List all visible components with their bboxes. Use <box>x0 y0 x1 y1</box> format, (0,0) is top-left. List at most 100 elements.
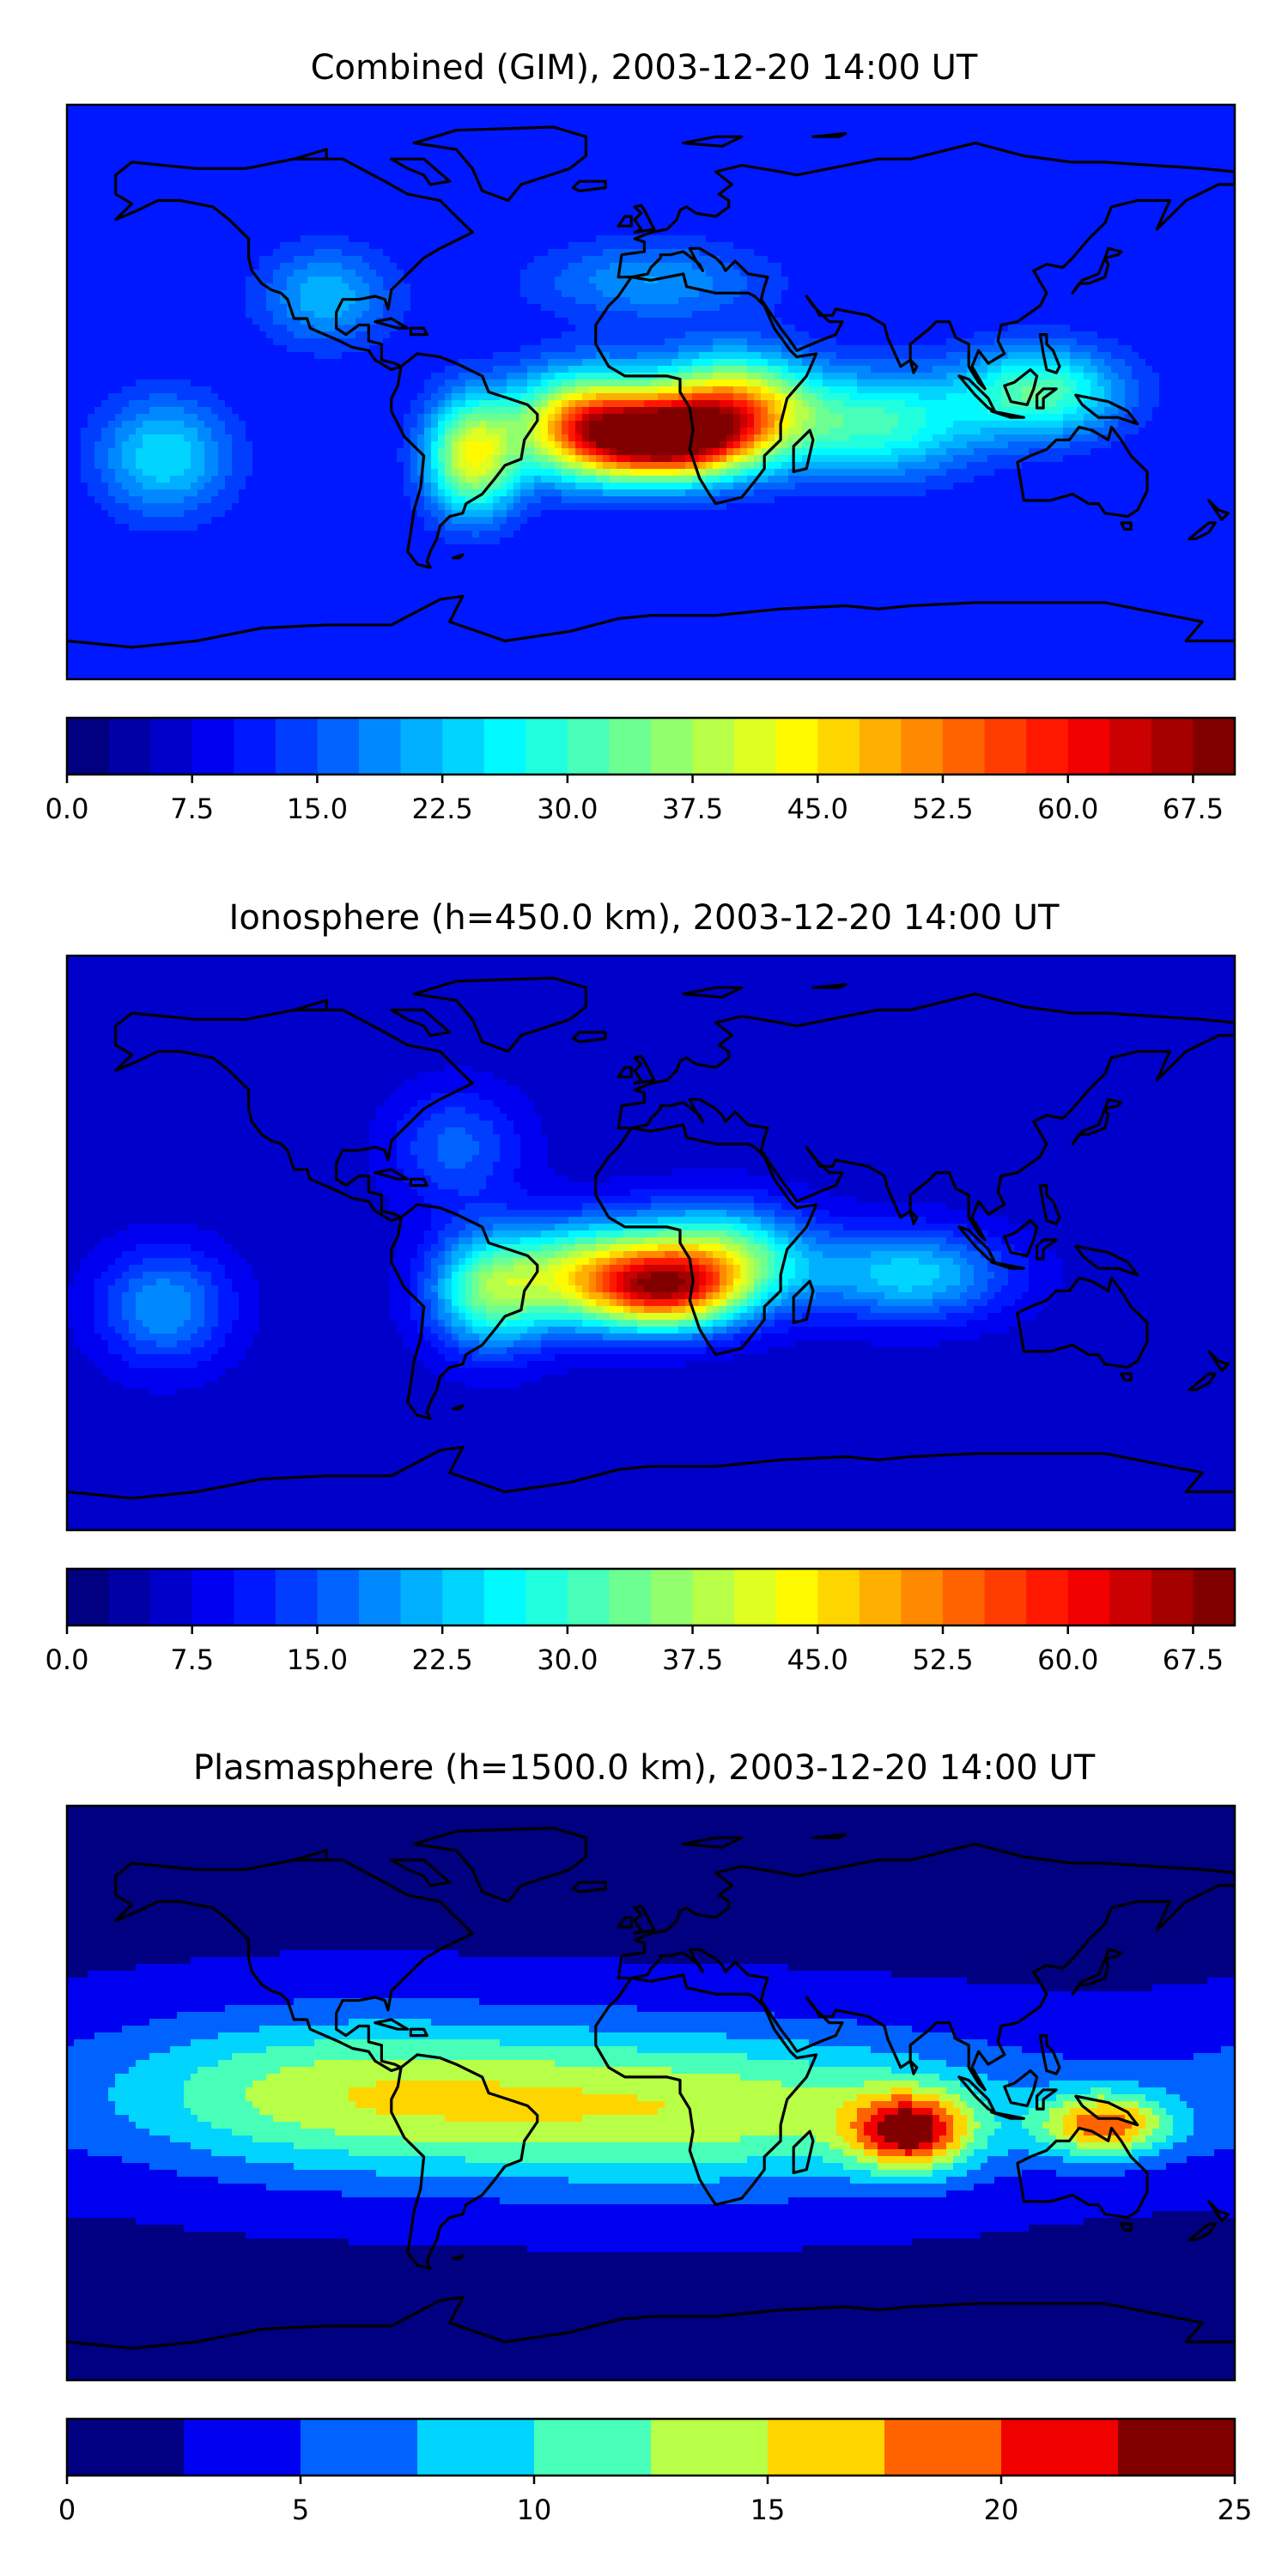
colorbar-swatch <box>400 1569 443 1625</box>
coastline <box>292 148 328 161</box>
coastline <box>1120 521 1133 531</box>
coastline <box>292 999 328 1012</box>
coastline <box>1003 2069 1039 2107</box>
colorbar-tick-label: 15 <box>750 2494 786 2526</box>
coastline <box>1207 2200 1230 2222</box>
colorbar-swatch <box>359 1569 402 1625</box>
colorbar-swatch <box>692 1569 735 1625</box>
colorbar-tick-label: 45.0 <box>787 793 848 825</box>
coastline <box>571 179 607 192</box>
coastline <box>452 1404 465 1411</box>
coastline <box>1103 246 1123 259</box>
coastline <box>792 2129 815 2174</box>
coastline <box>1071 1957 1110 1996</box>
colorbar-swatch <box>943 718 986 775</box>
colorbar-swatch <box>1001 2419 1119 2476</box>
coastline <box>1016 1276 1149 1369</box>
coastline <box>1003 368 1039 406</box>
coastline <box>617 1066 633 1078</box>
colorbar-tick-label: 5 <box>292 2494 309 2526</box>
colorbar-swatch <box>1118 2419 1236 2476</box>
colorbar-swatch <box>150 718 193 775</box>
colorbar-swatch <box>275 718 319 775</box>
colorbar-swatch <box>108 1569 151 1625</box>
coastline <box>908 2059 919 2075</box>
colorbar-swatch <box>1151 1569 1194 1625</box>
coastline <box>114 1008 474 1223</box>
colorbar-swatch <box>191 718 235 775</box>
colorbar-swatch <box>651 718 694 775</box>
colorbar-tick-label: 22.5 <box>412 1643 473 1676</box>
tec-contour-field <box>67 105 1235 679</box>
map-frame <box>65 103 1236 681</box>
colorbar-frame <box>65 1567 1236 1627</box>
colorbar-ionosphere: 0.0 7.5 15.0 22.5 30.0 37.5 45.0 52.5 60.0 67.5 <box>46 1567 1236 1676</box>
coastline <box>594 1123 818 1357</box>
colorbar-tick-label: 67.5 <box>1163 1643 1224 1676</box>
panel-title-combined: Combined (GIM), 2003-12-20 14:00 UT <box>311 48 978 88</box>
map-combined <box>65 103 1236 681</box>
coastline <box>1207 1350 1230 1372</box>
coastline <box>409 2027 428 2038</box>
coastline <box>409 1177 428 1188</box>
coastline <box>409 326 428 337</box>
colorbar-swatch <box>768 2419 885 2476</box>
coastline <box>1188 521 1217 541</box>
coastline <box>1036 387 1058 410</box>
colorbar-swatch <box>275 1569 319 1625</box>
colorbar-swatch <box>609 718 652 775</box>
colorbar-swatch <box>817 1569 860 1625</box>
colorbar-plasmasphere: 0 5 10 15 20 25 <box>58 2417 1252 2526</box>
colorbar-swatch <box>483 718 527 775</box>
coastline <box>908 1209 919 1225</box>
coastline <box>1071 1107 1110 1145</box>
coastline <box>390 1008 452 1037</box>
panel-title-plasmasphere: Plasmasphere (h=1500.0 km), 2003-12-20 1… <box>193 1748 1096 1788</box>
colorbar-swatch <box>775 1569 819 1625</box>
colorbar-swatch <box>817 718 860 775</box>
colorbar-swatch <box>1067 718 1111 775</box>
coastline <box>1038 1184 1061 1225</box>
colorbar-tick-label: 60.0 <box>1037 1643 1098 1676</box>
coastline <box>1074 1244 1139 1277</box>
colorbar-tick-label: 0 <box>58 2494 76 2526</box>
colorbar-tick-label: 7.5 <box>170 1643 214 1676</box>
coastlines <box>67 125 1235 649</box>
coastline <box>114 157 474 372</box>
coastline <box>633 1054 656 1085</box>
colorbar-swatch <box>526 1569 568 1625</box>
colorbar-swatch <box>191 1569 235 1625</box>
coastline <box>617 1843 1235 2092</box>
coastline <box>811 1832 848 1839</box>
coastline <box>374 317 410 330</box>
coastline <box>390 352 539 569</box>
colorbar-swatch <box>483 1569 527 1625</box>
colorbar-tick-label: 37.5 <box>662 1643 723 1676</box>
colorbar-swatch <box>567 1569 611 1625</box>
coastline <box>67 594 1235 649</box>
coastline <box>1103 1947 1123 1960</box>
colorbar-tick-label: 15.0 <box>287 1643 348 1676</box>
colorbar-swatch <box>400 718 443 775</box>
coastline <box>1074 393 1139 426</box>
colorbar-tick-label: 52.5 <box>912 1643 973 1676</box>
colorbar-tick-label: 0.0 <box>46 793 89 825</box>
coastline <box>1188 1372 1217 1392</box>
colorbar-tick-label: 45.0 <box>787 1643 848 1676</box>
colorbar-swatch <box>901 1569 944 1625</box>
colorbar-swatch <box>67 718 110 775</box>
coastline <box>908 358 919 374</box>
coastline <box>1120 1372 1133 1382</box>
coastline <box>292 1849 328 1862</box>
coastline <box>390 1203 539 1420</box>
colorbar-swatch <box>442 1569 485 1625</box>
tec-contour-field <box>67 1806 1235 2380</box>
coastline <box>990 2111 1025 2120</box>
colorbar-tick-label: 7.5 <box>170 793 214 825</box>
colorbar-tick-label: 30.0 <box>537 1643 598 1676</box>
coastline <box>412 976 587 1054</box>
coastline <box>811 131 848 138</box>
coastline <box>792 1279 815 1324</box>
coastline <box>1188 2222 1217 2242</box>
colorbar-tick-label: 10 <box>517 2494 552 2526</box>
